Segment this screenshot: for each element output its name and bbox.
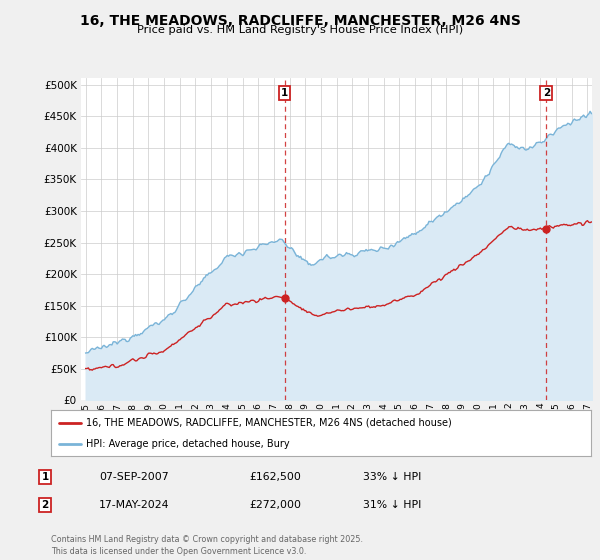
Text: HPI: Average price, detached house, Bury: HPI: Average price, detached house, Bury xyxy=(86,439,290,449)
Text: 1: 1 xyxy=(41,472,49,482)
Text: 17-MAY-2024: 17-MAY-2024 xyxy=(99,500,170,510)
Text: 1: 1 xyxy=(281,88,288,98)
Text: 31% ↓ HPI: 31% ↓ HPI xyxy=(363,500,421,510)
Text: 2: 2 xyxy=(41,500,49,510)
Text: 16, THE MEADOWS, RADCLIFFE, MANCHESTER, M26 4NS: 16, THE MEADOWS, RADCLIFFE, MANCHESTER, … xyxy=(80,14,520,28)
Text: £162,500: £162,500 xyxy=(249,472,301,482)
Text: 16, THE MEADOWS, RADCLIFFE, MANCHESTER, M26 4NS (detached house): 16, THE MEADOWS, RADCLIFFE, MANCHESTER, … xyxy=(86,418,452,428)
Text: Price paid vs. HM Land Registry's House Price Index (HPI): Price paid vs. HM Land Registry's House … xyxy=(137,25,463,35)
Text: Contains HM Land Registry data © Crown copyright and database right 2025.
This d: Contains HM Land Registry data © Crown c… xyxy=(51,535,363,556)
Text: 33% ↓ HPI: 33% ↓ HPI xyxy=(363,472,421,482)
Text: 2: 2 xyxy=(543,88,550,98)
Text: £272,000: £272,000 xyxy=(249,500,301,510)
Text: 07-SEP-2007: 07-SEP-2007 xyxy=(99,472,169,482)
